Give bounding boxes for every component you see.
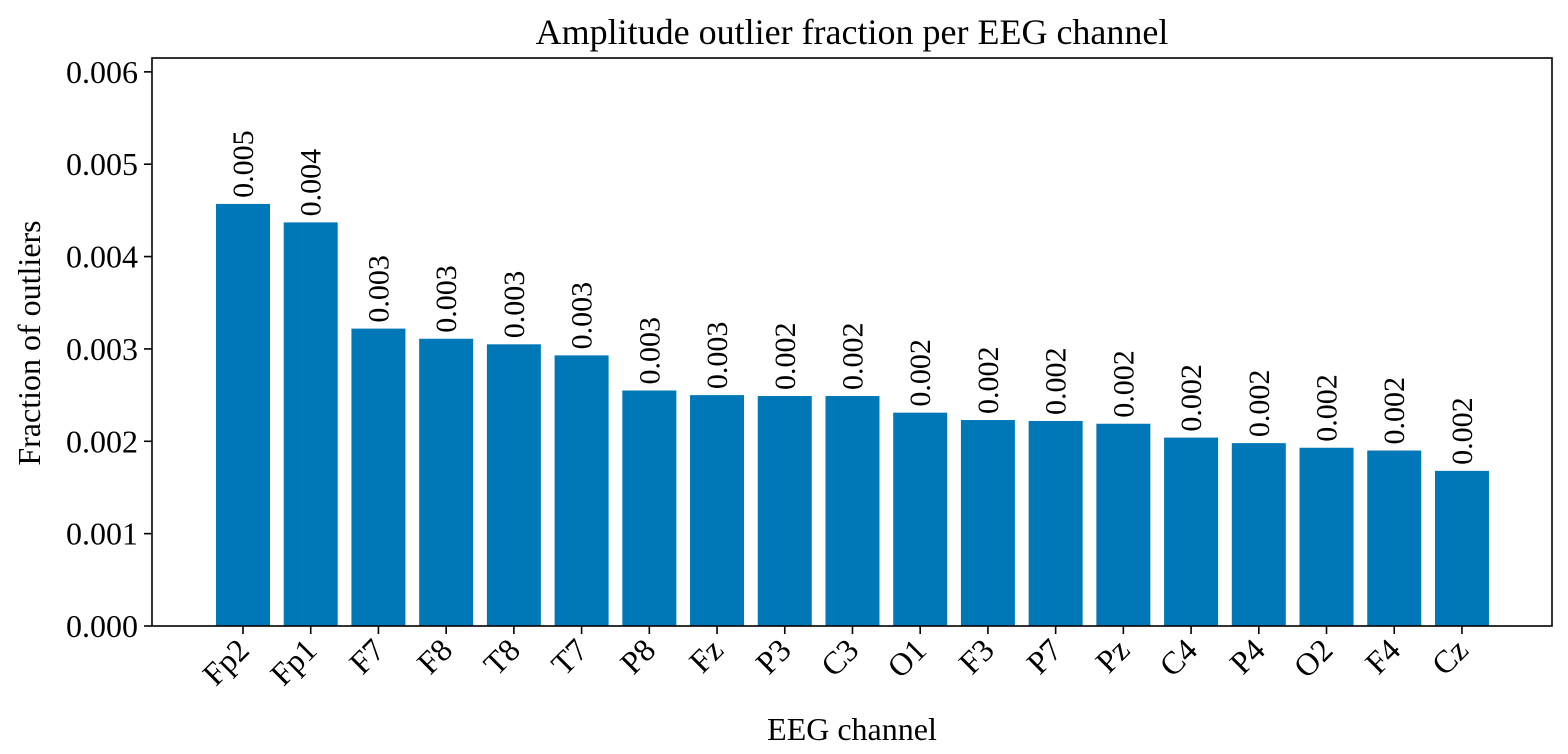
x-tick-label: F7 xyxy=(342,631,391,680)
x-tick-label: Fp2 xyxy=(195,631,256,692)
y-tick-label: 0.001 xyxy=(66,516,138,552)
bar-p7 xyxy=(1028,420,1083,626)
data-label: 0.003 xyxy=(633,317,666,385)
bar-f7 xyxy=(351,328,406,626)
bar-t8 xyxy=(486,344,541,626)
y-tick-label: 0.006 xyxy=(66,54,138,90)
x-tick-label: Fz xyxy=(682,631,730,679)
bar-fp1 xyxy=(283,222,338,627)
x-tick-label: P3 xyxy=(748,631,797,680)
data-label: 0.003 xyxy=(362,255,395,323)
bar-c3 xyxy=(825,396,880,626)
data-label: 0.002 xyxy=(1175,364,1208,432)
bar-fp2 xyxy=(216,203,270,626)
x-axis-label: EEG channel xyxy=(767,711,937,747)
x-tick-label: O2 xyxy=(1286,631,1339,684)
x-tick-label: P8 xyxy=(613,631,662,680)
data-label: 0.003 xyxy=(701,322,734,390)
bar-t7 xyxy=(554,355,609,626)
chart-title: Amplitude outlier fraction per EEG chann… xyxy=(536,12,1169,52)
bar-f8 xyxy=(419,338,474,626)
data-label: 0.002 xyxy=(1040,347,1073,415)
x-tick-label: Fp1 xyxy=(263,631,324,692)
x-tick-label: Cz xyxy=(1424,631,1475,682)
y-tick-label: 0.002 xyxy=(66,423,138,459)
data-label: 0.003 xyxy=(498,271,531,339)
bars: 0.005 0.004 0.003 0.003 0.003 0.003 0.003 0.003… xyxy=(216,130,1489,627)
y-tick-label: 0.000 xyxy=(66,608,138,644)
y-tick-label: 0.005 xyxy=(66,146,138,182)
plot-area-frame xyxy=(151,57,1553,627)
x-tick-label: C3 xyxy=(814,631,866,683)
x-tick-label: P7 xyxy=(1019,631,1068,680)
bar-p8 xyxy=(622,390,677,626)
y-axis-label: Fraction of outliers xyxy=(11,220,47,465)
x-tick-label: C4 xyxy=(1152,631,1204,683)
data-label: 0.002 xyxy=(836,323,869,391)
x-tick-label: F4 xyxy=(1358,631,1407,680)
bar-c4 xyxy=(1164,437,1219,626)
bar-o2 xyxy=(1299,447,1354,626)
bar-p4 xyxy=(1231,443,1286,626)
data-label: 0.002 xyxy=(1311,374,1344,442)
x-tick-label: F8 xyxy=(410,631,459,680)
bar-f4 xyxy=(1367,450,1422,626)
data-label: 0.003 xyxy=(566,282,599,350)
x-tick-label: F3 xyxy=(952,631,1001,680)
bar-o1 xyxy=(893,412,948,626)
data-label: 0.002 xyxy=(1107,350,1140,418)
data-label: 0.002 xyxy=(1446,397,1479,465)
x-tick-label: O1 xyxy=(880,631,933,684)
x-tick-label: Pz xyxy=(1088,631,1136,679)
data-label: 0.002 xyxy=(769,323,802,391)
y-tick-label: 0.004 xyxy=(66,239,138,275)
x-tick-label: T8 xyxy=(476,631,527,682)
data-label: 0.004 xyxy=(295,149,328,217)
bar-cz xyxy=(1434,470,1489,626)
y-axis: 0.000 0.001 0.002 0.003 0.004 0.005 0.006 xyxy=(66,54,152,644)
bar-fz xyxy=(690,395,745,626)
data-label: 0.002 xyxy=(1243,370,1276,438)
bar-pz xyxy=(1096,423,1151,626)
data-label: 0.002 xyxy=(1378,377,1411,445)
data-label: 0.002 xyxy=(904,339,937,407)
x-tick-label: T7 xyxy=(544,631,595,682)
bar-p3 xyxy=(757,396,812,626)
x-tick-label: P4 xyxy=(1222,631,1271,680)
data-label: 0.005 xyxy=(227,130,260,198)
data-label: 0.002 xyxy=(972,347,1005,415)
data-label: 0.003 xyxy=(430,265,463,333)
bar-f3 xyxy=(960,420,1015,626)
y-tick-label: 0.003 xyxy=(66,331,138,367)
x-axis: Fp2 Fp1 F7 F8 T8 T7 P8 Fz P3 C3 O1 F3 P7 Pz C4 P4 O2 F4 Cz xyxy=(195,626,1475,692)
